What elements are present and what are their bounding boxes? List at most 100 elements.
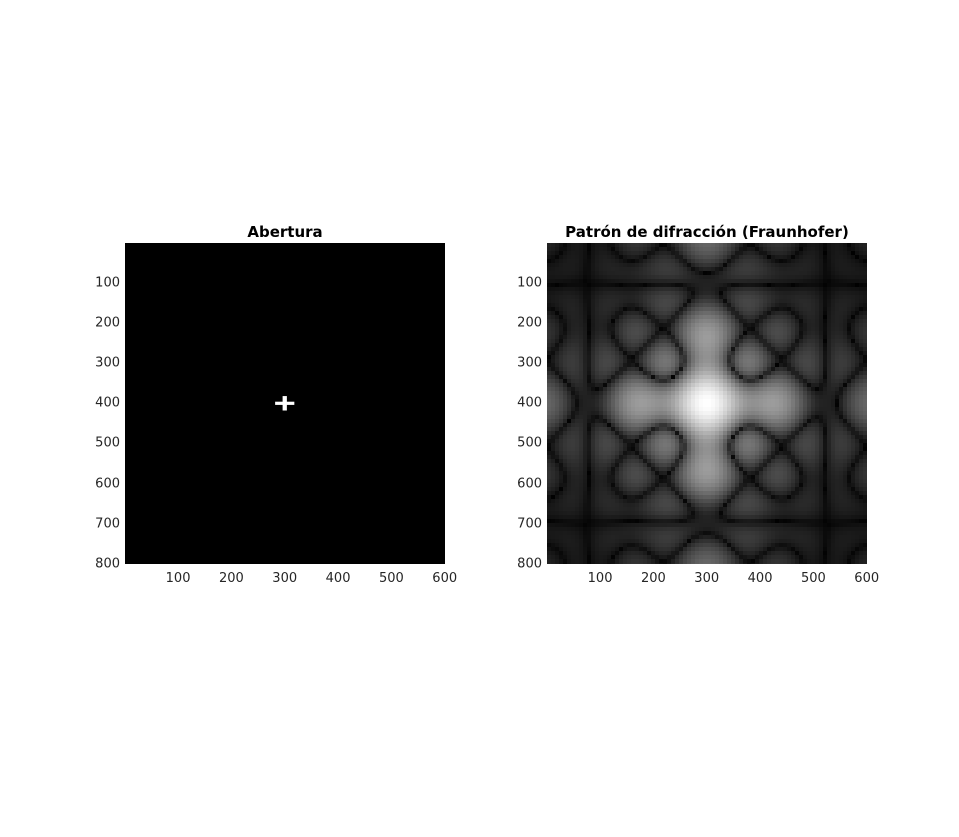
diffraction-cell: [579, 379, 583, 383]
diffraction-cell: [571, 295, 575, 299]
diffraction-cell: [747, 423, 751, 427]
diffraction-cell: [731, 419, 735, 423]
diffraction-cell: [707, 279, 711, 283]
diffraction-cell: [723, 415, 727, 419]
diffraction-cell: [719, 379, 723, 383]
diffraction-cell: [747, 439, 751, 443]
diffraction-cell: [567, 439, 571, 443]
diffraction-cell: [591, 387, 595, 391]
diffraction-cell: [591, 303, 595, 307]
diffraction-cell: [747, 347, 751, 351]
diffraction-cell: [791, 327, 795, 331]
diffraction-cell: [807, 459, 811, 463]
diffraction-cell: [831, 367, 835, 371]
diffraction-cell: [703, 443, 707, 447]
diffraction-cell: [859, 379, 863, 383]
diffraction-cell: [839, 351, 843, 355]
diffraction-cell: [831, 455, 835, 459]
diffraction-cell: [735, 479, 739, 483]
diffraction-cell: [595, 243, 599, 247]
diffraction-cell: [639, 307, 643, 311]
diffraction-cell: [811, 435, 815, 439]
diffraction-cell: [847, 471, 851, 475]
diffraction-cell: [863, 423, 867, 427]
diffraction-cell: [859, 359, 863, 363]
diffraction-cell: [715, 451, 719, 455]
diffraction-cell: [675, 423, 679, 427]
diffraction-cell: [707, 263, 711, 267]
diffraction-cell: [787, 283, 791, 287]
diffraction-cell: [835, 311, 839, 315]
diffraction-cell: [587, 375, 591, 379]
diffraction-cell: [603, 275, 607, 279]
diffraction-cell: [683, 343, 687, 347]
diffraction-cell: [735, 391, 739, 395]
diffraction-cell: [587, 391, 591, 395]
diffraction-cell: [555, 247, 559, 251]
diffraction-cell: [675, 295, 679, 299]
diffraction-cell: [687, 479, 691, 483]
diffraction-cell: [843, 387, 847, 391]
diffraction-cell: [839, 483, 843, 487]
diffraction-cell: [679, 447, 683, 451]
diffraction-cell: [815, 395, 819, 399]
diffraction-cell: [719, 459, 723, 463]
diffraction-cell: [551, 431, 555, 435]
diffraction-cell: [643, 455, 647, 459]
diffraction-cell: [747, 419, 751, 423]
diffraction-cell: [575, 459, 579, 463]
diffraction-cell: [839, 335, 843, 339]
diffraction-cell: [851, 467, 855, 471]
diffraction-cell: [575, 287, 579, 291]
diffraction-cell: [583, 323, 587, 327]
diffraction-cell: [563, 371, 567, 375]
diffraction-cell: [631, 435, 635, 439]
diffraction-cell: [643, 283, 647, 287]
diffraction-cell: [691, 307, 695, 311]
diffraction-cell: [639, 467, 643, 471]
diffraction-cell: [751, 263, 755, 267]
diffraction-cell: [635, 459, 639, 463]
diffraction-cell: [711, 379, 715, 383]
diffraction-cell: [811, 255, 815, 259]
diffraction-cell: [775, 403, 779, 407]
diffraction-cell: [783, 379, 787, 383]
diffraction-cell: [787, 331, 791, 335]
diffraction-cell: [759, 259, 763, 263]
diffraction-cell: [863, 387, 867, 391]
aperture-xtick-label: 500: [378, 571, 404, 586]
diffraction-cell: [611, 403, 615, 407]
diffraction-cell: [759, 423, 763, 427]
diffraction-cell: [639, 263, 643, 267]
diffraction-cell: [671, 327, 675, 331]
diffraction-cell: [615, 359, 619, 363]
diffraction-cell: [863, 267, 867, 271]
diffraction-cell: [851, 471, 855, 475]
diffraction-cell: [803, 291, 807, 295]
diffraction-cell: [791, 287, 795, 291]
diffraction-cell: [739, 251, 743, 255]
diffraction-cell: [723, 311, 727, 315]
diffraction-cell: [791, 363, 795, 367]
diffraction-cell: [567, 299, 571, 303]
diffraction-cell: [795, 295, 799, 299]
diffraction-cell: [731, 247, 735, 251]
diffraction-cell: [723, 479, 727, 483]
diffraction-cell: [735, 327, 739, 331]
diffraction-cell: [787, 319, 791, 323]
diffraction-cell: [795, 411, 799, 415]
diffraction-cell: [639, 363, 643, 367]
diffraction-cell: [631, 259, 635, 263]
diffraction-cell: [763, 427, 767, 431]
diffraction-cell: [627, 375, 631, 379]
diffraction-cell: [571, 247, 575, 251]
diffraction-cell: [695, 487, 699, 491]
diffraction-cell: [855, 287, 859, 291]
diffraction-cell: [643, 299, 647, 303]
diffraction-cell: [559, 395, 563, 399]
diffraction-cell: [819, 379, 823, 383]
diffraction-cell: [659, 323, 663, 327]
diffraction-cell: [679, 483, 683, 487]
diffraction-cell: [567, 307, 571, 311]
diffraction-cell: [819, 327, 823, 331]
